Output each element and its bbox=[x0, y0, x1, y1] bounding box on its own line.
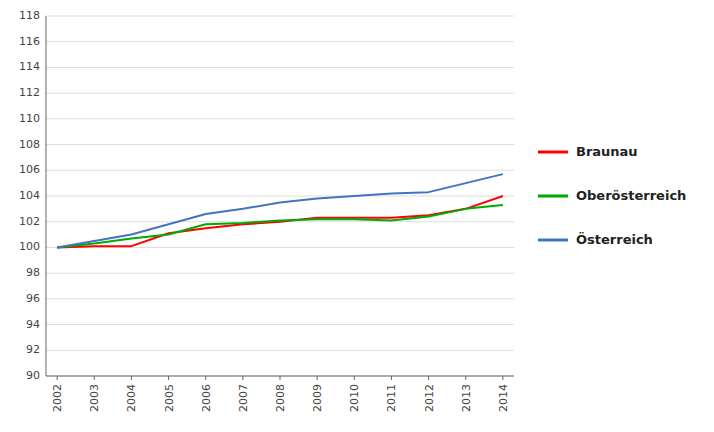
x-tick-label: 2008 bbox=[274, 384, 287, 412]
grid-line bbox=[46, 324, 514, 325]
y-grid: 90 92 94 96 98 100 102 104 106 108 110 112 114 116 118 bbox=[19, 9, 514, 382]
grid-line bbox=[46, 118, 514, 119]
y-tick-label: 118 bbox=[19, 9, 40, 22]
x-tick-label: 2002 bbox=[51, 384, 64, 412]
x-tick-label: 2004 bbox=[125, 384, 138, 412]
x-tick bbox=[502, 376, 503, 380]
x-tick bbox=[428, 376, 429, 380]
legend-label: Österreich bbox=[576, 232, 653, 247]
y-tick-label: 110 bbox=[19, 112, 40, 125]
y-tick-label: 98 bbox=[26, 266, 40, 279]
x-tick-label: 2010 bbox=[348, 384, 361, 412]
x-tick-label: 2014 bbox=[497, 384, 510, 412]
x-tick-label: 2005 bbox=[163, 384, 176, 412]
plot-area bbox=[57, 174, 503, 247]
y-tick-label: 106 bbox=[19, 163, 40, 176]
x-tick bbox=[131, 376, 132, 380]
grid-line bbox=[46, 170, 514, 171]
y-tick-label: 102 bbox=[19, 215, 40, 228]
x-tick bbox=[242, 376, 243, 380]
x-tick-label: 2003 bbox=[88, 384, 101, 412]
x-tick bbox=[94, 376, 95, 380]
legend-swatch bbox=[538, 239, 568, 242]
legend: Braunau Oberösterreich Österreich bbox=[538, 144, 686, 247]
y-tick-label: 90 bbox=[26, 369, 40, 382]
series-line bbox=[57, 205, 503, 247]
grid-line bbox=[46, 67, 514, 68]
x-tick-label: 2012 bbox=[423, 384, 436, 412]
x-tick bbox=[280, 376, 281, 380]
x-tick bbox=[57, 376, 58, 380]
y-axis bbox=[46, 16, 47, 376]
x-tick bbox=[391, 376, 392, 380]
y-tick-label: 100 bbox=[19, 240, 40, 253]
legend-label: Braunau bbox=[576, 144, 638, 159]
grid-line bbox=[46, 41, 514, 42]
grid-line bbox=[46, 273, 514, 274]
x-tick-label: 2007 bbox=[237, 384, 250, 412]
y-tick-label: 108 bbox=[19, 138, 40, 151]
series-line bbox=[57, 174, 503, 247]
x-tick bbox=[168, 376, 169, 380]
y-tick-label: 92 bbox=[26, 343, 40, 356]
chart: 90 92 94 96 98 100 102 104 106 108 110 112 114 116 118… bbox=[0, 0, 714, 432]
grid-line bbox=[46, 16, 514, 17]
legend-swatch bbox=[538, 151, 568, 154]
grid-line bbox=[46, 196, 514, 197]
x-tick-label: 2011 bbox=[385, 384, 398, 412]
grid-line bbox=[46, 93, 514, 94]
y-tick-label: 116 bbox=[19, 35, 40, 48]
x-tick bbox=[354, 376, 355, 380]
y-tick-label: 104 bbox=[19, 189, 40, 202]
x-tick-label: 2013 bbox=[460, 384, 473, 412]
x-tick-label: 2009 bbox=[311, 384, 324, 412]
y-tick-label: 114 bbox=[19, 60, 40, 73]
grid-line bbox=[46, 144, 514, 145]
x-ticks: 2002 2003 2004 2005 2006 2007 2008 2009 2010 2011… bbox=[51, 376, 510, 412]
legend-label: Oberösterreich bbox=[576, 188, 686, 203]
legend-swatch bbox=[538, 195, 568, 198]
y-tick-label: 112 bbox=[19, 86, 40, 99]
y-tick-label: 94 bbox=[26, 318, 40, 331]
grid-line bbox=[46, 350, 514, 351]
x-tick bbox=[465, 376, 466, 380]
grid-line bbox=[46, 298, 514, 299]
x-tick-label: 2006 bbox=[200, 384, 213, 412]
series-line bbox=[57, 196, 503, 247]
x-tick bbox=[205, 376, 206, 380]
y-tick-label: 96 bbox=[26, 292, 40, 305]
x-tick bbox=[317, 376, 318, 380]
